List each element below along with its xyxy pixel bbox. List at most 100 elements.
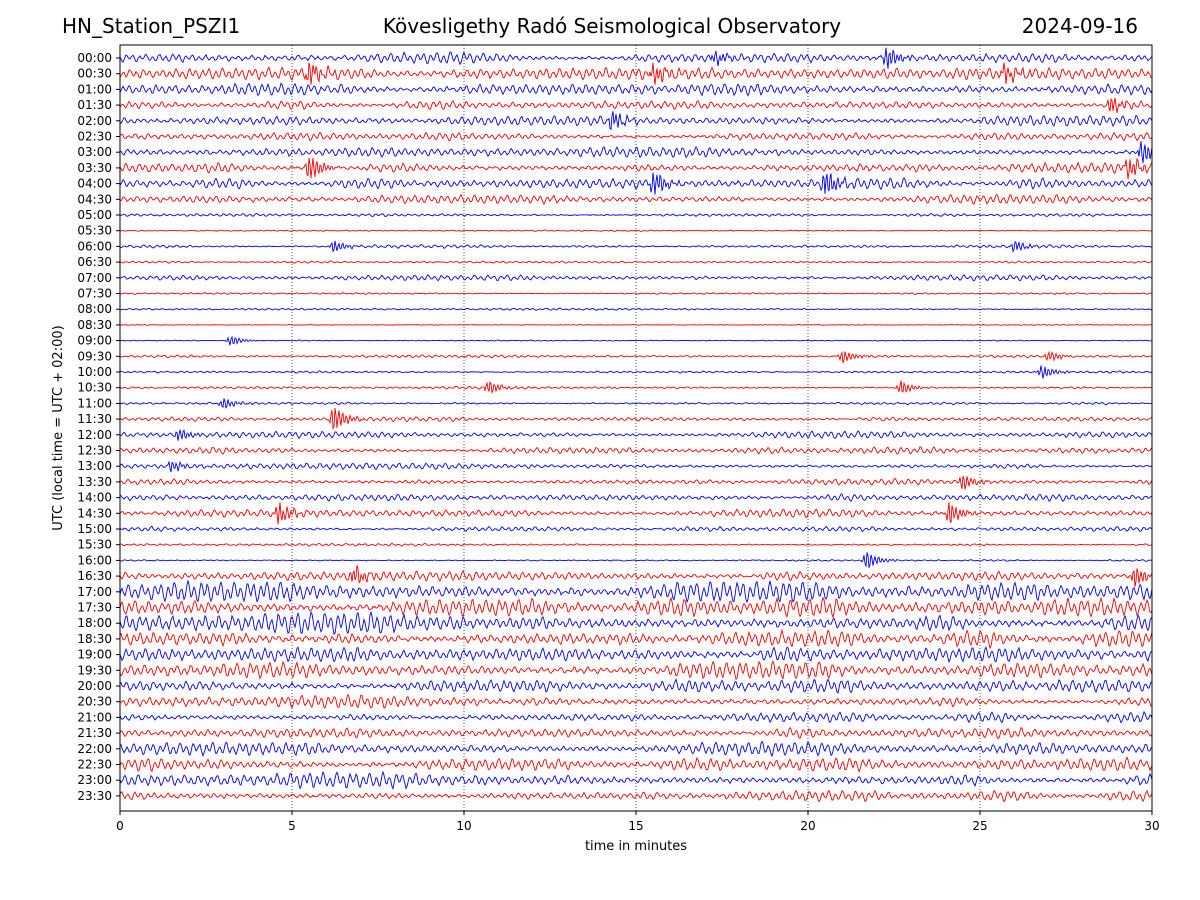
y-tick-label: 19:30: [77, 663, 112, 677]
x-tick-label: 0: [116, 819, 124, 833]
trace-1430: [119, 502, 1153, 525]
y-tick-label: 22:00: [77, 742, 112, 756]
y-tick-label: 12:00: [77, 428, 112, 442]
x-tick-label: 10: [456, 819, 471, 833]
trace-1730: [119, 596, 1153, 619]
y-axis-label: UTC (local time = UTC + 02:00): [51, 325, 66, 530]
y-tick-label: 11:30: [77, 412, 112, 426]
y-tick-label: 04:30: [77, 192, 112, 206]
y-tick-label: 06:00: [77, 239, 112, 253]
trace-0500: [119, 212, 1153, 218]
y-tick-label: 06:30: [77, 255, 112, 269]
y-tick-label: 04:00: [77, 177, 112, 191]
trace-0400: [119, 172, 1153, 195]
trace-1700: [119, 579, 1153, 604]
y-tick-label: 16:30: [77, 569, 112, 583]
y-tick-label: 14:30: [77, 506, 112, 520]
y-tick-label: 15:30: [77, 538, 112, 552]
y-tick-label: 13:00: [77, 459, 112, 473]
trace-1200: [119, 429, 1153, 441]
trace-0030: [119, 62, 1153, 85]
trace-1300: [119, 460, 1153, 473]
trace-0830: [119, 323, 1153, 326]
y-tick-label: 07:00: [77, 271, 112, 285]
trace-0630: [119, 260, 1153, 264]
y-tick-label: 20:00: [77, 679, 112, 693]
trace-0000: [119, 47, 1153, 69]
trace-0330: [119, 157, 1153, 179]
y-tick-label: 12:30: [77, 444, 112, 458]
trace-2300: [119, 770, 1153, 790]
y-tick-label: 01:30: [77, 98, 112, 112]
y-tick-label: 13:30: [77, 475, 112, 489]
y-tick-label: 10:30: [77, 381, 112, 395]
trace-0700: [119, 274, 1153, 282]
x-tick-label: 25: [972, 819, 987, 833]
y-tick-label: 01:00: [77, 82, 112, 96]
trace-0300: [119, 141, 1153, 164]
trace-0900: [119, 335, 1153, 346]
y-tick-label: 03:30: [77, 161, 112, 175]
trace-1600: [119, 552, 1153, 568]
trace-0100: [119, 82, 1153, 97]
y-tick-label: 11:00: [77, 396, 112, 410]
y-tick-label: 09:00: [77, 334, 112, 348]
y-tick-label: 05:30: [77, 224, 112, 238]
station-name: HN_Station_PSZI1: [62, 14, 241, 38]
trace-1030: [119, 380, 1153, 395]
y-tick-label: 18:30: [77, 632, 112, 646]
trace-1530: [119, 542, 1153, 547]
trace-0530: [119, 229, 1153, 232]
trace-2130: [119, 726, 1153, 740]
y-tick-label: 00:00: [77, 51, 112, 65]
trace-2330: [119, 789, 1153, 803]
trace-0430: [119, 193, 1153, 206]
x-axis-label: time in minutes: [585, 839, 687, 854]
trace-1100: [119, 398, 1153, 409]
trace-2100: [119, 710, 1153, 724]
y-tick-label: 18:00: [77, 616, 112, 630]
y-tick-label: 02:00: [77, 114, 112, 128]
chart-title: Kövesligethy Radó Seismological Observat…: [382, 14, 842, 38]
trace-2200: [119, 740, 1153, 758]
y-tick-label: 17:00: [77, 585, 112, 599]
y-tick-label: 09:30: [77, 349, 112, 363]
y-tick-label: 23:30: [77, 789, 112, 803]
grid-lines: [291, 45, 981, 811]
y-tick-label: 21:00: [77, 710, 112, 724]
trace-1630: [119, 565, 1153, 587]
chart-date: 2024-09-16: [1021, 14, 1138, 38]
seismic-traces: [119, 47, 1153, 803]
x-tick-label: 5: [288, 819, 296, 833]
trace-0730: [119, 292, 1153, 295]
trace-2000: [119, 678, 1153, 694]
y-tick-label: 08:30: [77, 318, 112, 332]
trace-0800: [119, 307, 1153, 311]
x-tick-label: 15: [628, 819, 643, 833]
y-tick-label: 14:00: [77, 491, 112, 505]
y-tick-label: 15:00: [77, 522, 112, 536]
trace-0130: [119, 97, 1153, 113]
trace-1800: [119, 610, 1153, 635]
x-axis-ticks: 0 5 10 15 20 25 30: [116, 811, 1160, 833]
y-tick-label: 21:30: [77, 726, 112, 740]
y-tick-label: 08:00: [77, 302, 112, 316]
trace-1130: [119, 408, 1153, 430]
y-tick-label: 22:30: [77, 758, 112, 772]
y-tick-label: 07:30: [77, 287, 112, 301]
trace-0230: [119, 131, 1153, 142]
trace-2030: [119, 693, 1153, 709]
x-tick-label: 20: [800, 819, 815, 833]
trace-1830: [119, 628, 1153, 650]
y-tick-label: 03:00: [77, 145, 112, 159]
trace-0930: [119, 350, 1153, 364]
y-tick-label: 16:00: [77, 553, 112, 567]
trace-2230: [119, 756, 1153, 773]
y-tick-label: 02:30: [77, 130, 112, 144]
x-tick-label: 30: [1144, 819, 1159, 833]
y-tick-label: 17:30: [77, 601, 112, 615]
y-tick-label: 19:00: [77, 648, 112, 662]
y-tick-label: 23:00: [77, 773, 112, 787]
